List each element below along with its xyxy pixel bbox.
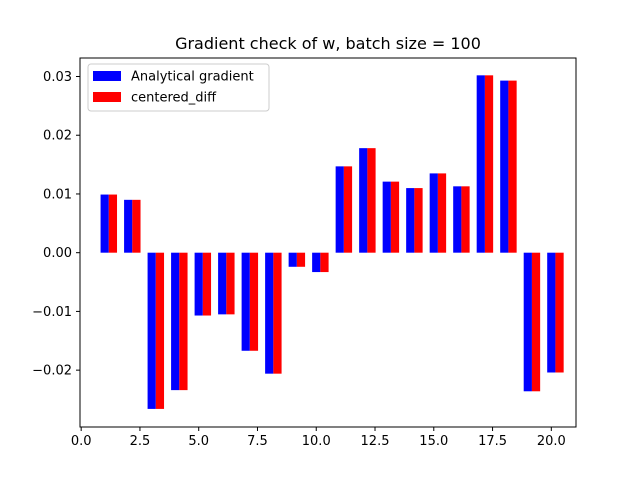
y-tick-label: −0.01: [32, 305, 72, 320]
bar-series-1-point-16: [453, 186, 462, 253]
bar-series-1-point-3: [147, 252, 156, 409]
bar-series-2-point-2: [132, 199, 141, 253]
bar-series-2-point-5: [202, 252, 212, 316]
bar-series-1-point-14: [406, 188, 415, 253]
bar-series-1-point-19: [523, 252, 532, 392]
x-tick-label: 7.5: [247, 434, 268, 449]
bar-series-2-point-10: [320, 252, 329, 273]
bar-series-2-point-11: [343, 166, 353, 253]
bar-series-2-point-9: [296, 252, 306, 267]
bar-series-1-point-9: [288, 252, 297, 267]
bar-series-1-point-15: [429, 173, 438, 253]
y-tick-label: 0.00: [43, 246, 72, 261]
y-tick-label: 0.02: [43, 129, 72, 144]
bar-series-2-point-17: [484, 75, 494, 253]
x-tick-label: 0.0: [71, 434, 92, 449]
x-tick-label: 20.0: [537, 434, 566, 449]
y-tick-label: −0.02: [32, 364, 72, 379]
bar-series-2-point-19: [531, 252, 541, 392]
bar-series-1-point-5: [194, 252, 203, 316]
x-tick-label: 2.5: [130, 434, 151, 449]
bar-series-1-point-20: [547, 252, 556, 373]
y-tick-label: 0.01: [43, 187, 72, 202]
bar-series-1-point-12: [359, 148, 368, 253]
bar-series-2-point-16: [461, 186, 470, 253]
bar-series-2-point-8: [273, 252, 282, 374]
bar-series-1-point-13: [382, 181, 391, 253]
legend-box: [87, 63, 270, 112]
x-axis: 0.0 2.5 5.0 7.5 10.0 12.5 15.0 17.5 20.0: [71, 427, 566, 449]
chart-title: Gradient check of w, batch size = 100: [175, 34, 481, 53]
legend-swatch: [93, 71, 121, 81]
bar-series-1-point-4: [171, 252, 180, 391]
bar-series-1-point-2: [124, 199, 133, 253]
bar-series-2-point-6: [226, 252, 235, 315]
bar-series-2-point-13: [390, 181, 400, 253]
legend: Analytical gradient centered_diff: [87, 63, 270, 112]
bar-series-1-point-18: [500, 80, 509, 253]
bar-series-2-point-4: [179, 252, 188, 391]
bar-series-2-point-12: [367, 148, 376, 253]
bar-series-1-point-11: [335, 166, 344, 253]
legend-label: centered_diff: [131, 91, 217, 106]
bar-series-2-point-14: [414, 188, 423, 253]
bar-series-2-point-15: [437, 173, 447, 253]
bar-series-1-point-10: [312, 252, 321, 273]
legend-label: Analytical gradient: [131, 70, 254, 85]
bar-series-1-point-1: [100, 194, 109, 253]
x-tick-label: 17.5: [478, 434, 507, 449]
bar-series-1-point-7: [241, 252, 250, 351]
bar-series-1-point-6: [218, 252, 227, 315]
y-axis: −0.02 −0.01 0.00 0.01 0.02 0.03: [32, 70, 80, 379]
bar-series-2-point-7: [249, 252, 259, 351]
x-tick-label: 5.0: [188, 434, 209, 449]
y-tick-label: 0.03: [43, 70, 72, 85]
bar-series-2-point-18: [508, 80, 517, 253]
x-tick-label: 10.0: [302, 434, 331, 449]
x-tick-label: 15.0: [419, 434, 448, 449]
bar-series-2-point-20: [555, 252, 564, 373]
bar-series-2-point-3: [155, 252, 165, 409]
legend-swatch: [93, 92, 121, 102]
bars-layer: [100, 75, 564, 409]
bar-series-1-point-8: [265, 252, 274, 374]
plot-frame: [79, 57, 577, 428]
bar-series-2-point-1: [108, 194, 118, 253]
bar-series-1-point-17: [476, 75, 485, 253]
x-tick-label: 12.5: [361, 434, 390, 449]
